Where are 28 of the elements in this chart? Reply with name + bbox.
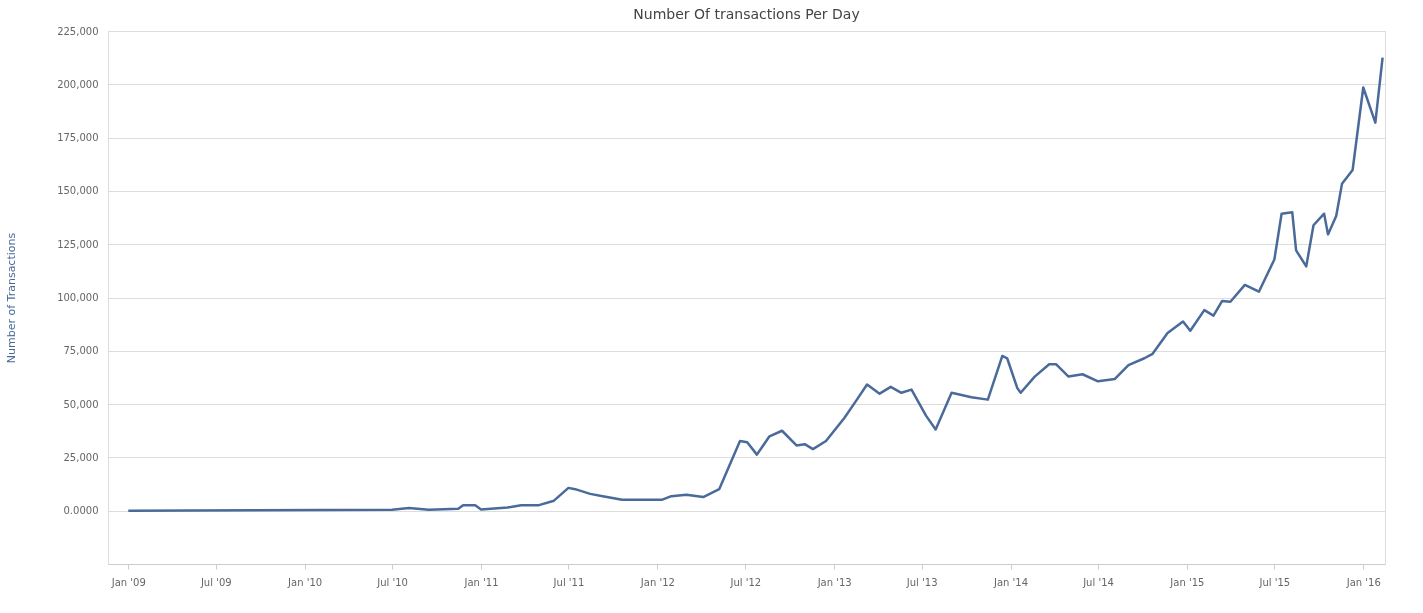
x-tick-label: Jul '14: [1082, 576, 1114, 588]
y-tick-label: 75,000: [63, 345, 99, 357]
x-tick-label: Jan '12: [639, 576, 675, 588]
x-tick-label: Jul '15: [1258, 576, 1291, 588]
y-tick-label: 125,000: [57, 238, 99, 250]
y-tick-label: 150,000: [57, 185, 99, 197]
x-tick-label: Jul '12: [729, 576, 762, 588]
x-tick-label: Jan '10: [287, 576, 323, 588]
x-tick-label: Jul '09: [199, 576, 232, 588]
x-tick-label: Jul '13: [905, 576, 938, 588]
x-tick-label: Jan '15: [1169, 576, 1205, 588]
y-tick-label: 50,000: [63, 398, 99, 410]
y-tick-label: 200,000: [57, 78, 99, 90]
y-tick-label: 0.0000: [63, 505, 99, 517]
x-tick-label: Jul '11: [552, 576, 585, 588]
y-tick-label: 100,000: [57, 292, 99, 303]
chart-title: Number Of transactions Per Day: [633, 6, 860, 22]
y-tick-label: 175,000: [57, 132, 99, 144]
x-tick-label: Jan '11: [463, 576, 499, 588]
y-tick-label: 25,000: [63, 451, 99, 463]
x-tick-label: Jan '16: [1345, 576, 1381, 588]
line-series: [127, 56, 1384, 512]
y-tick-label: 225,000: [57, 25, 99, 37]
x-tick-label: Jan '14: [993, 576, 1029, 588]
y-axis-title: Number of Transactions: [5, 232, 19, 364]
x-tick-label: Jan '13: [816, 576, 852, 588]
x-tick-label: Jan '09: [110, 576, 146, 588]
x-tick-label: Jul '10: [376, 576, 408, 588]
